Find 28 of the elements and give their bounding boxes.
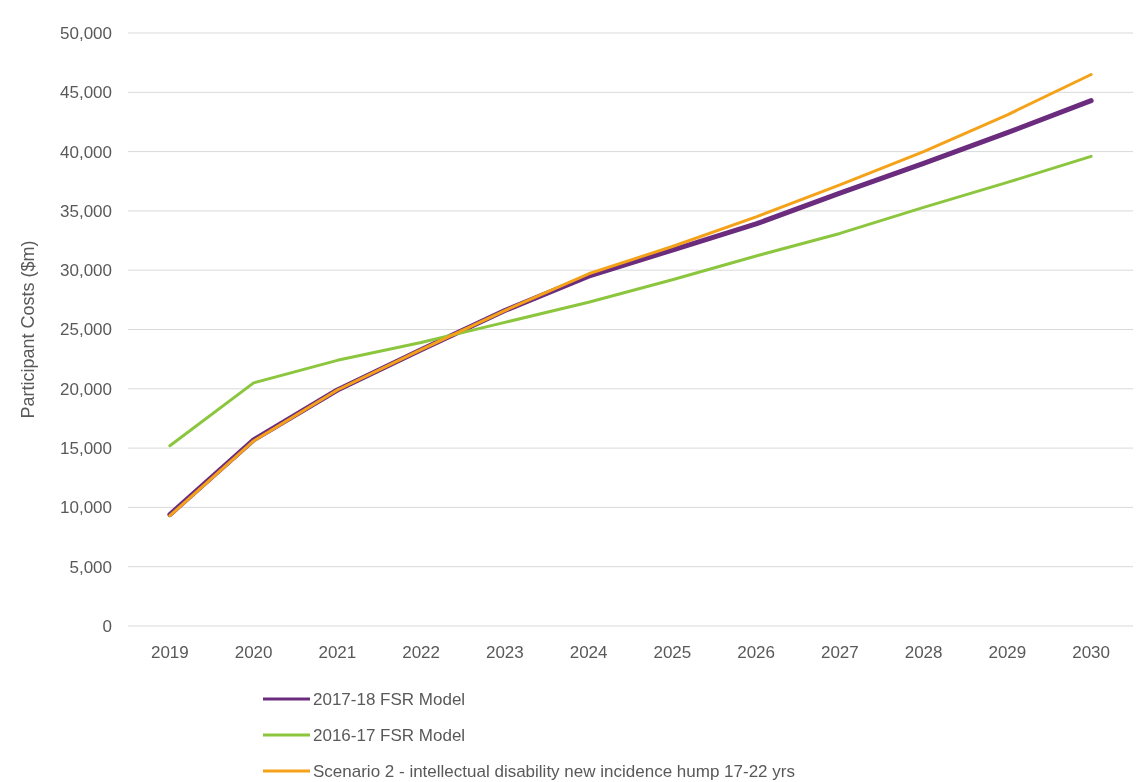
y-tick-label: 45,000 bbox=[60, 83, 112, 103]
x-tick-label: 2027 bbox=[820, 643, 859, 662]
x-tick-label: 2029 bbox=[988, 643, 1027, 662]
x-tick-label: 2030 bbox=[1072, 643, 1111, 662]
y-tick-label: 30,000 bbox=[60, 261, 112, 281]
x-tick-label: 2020 bbox=[234, 643, 273, 662]
legend-label: Scenario 2 - intellectual disability new incidence hump 17-22 yrs bbox=[313, 761, 795, 781]
line-series bbox=[168, 154, 1093, 448]
y-tick-label: 0 bbox=[102, 616, 112, 636]
x-tick-label: 2019 bbox=[150, 643, 189, 662]
legend-label: 2016-17 FSR Model bbox=[313, 725, 466, 745]
y-tick-label: 35,000 bbox=[60, 201, 112, 221]
y-axis-title: Participant Costs ($m) bbox=[18, 240, 38, 419]
y-tick-label: 15,000 bbox=[60, 439, 112, 459]
x-tick-label: 2023 bbox=[485, 643, 524, 662]
x-tick-label: 2022 bbox=[402, 643, 441, 662]
legend-label: 2017-18 FSR Model bbox=[313, 689, 466, 709]
y-tick-label: 50,000 bbox=[60, 23, 112, 43]
y-tick-label: 25,000 bbox=[60, 320, 112, 340]
x-tick-label: 2026 bbox=[737, 643, 776, 662]
x-tick-label: 2025 bbox=[653, 643, 692, 662]
y-tick-label: 5,000 bbox=[69, 557, 112, 577]
y-tick-label: 10,000 bbox=[60, 498, 112, 518]
y-tick-label: 20,000 bbox=[60, 379, 112, 399]
y-tick-label: 40,000 bbox=[60, 142, 112, 162]
x-tick-label: 2024 bbox=[569, 643, 608, 662]
x-tick-label: 2021 bbox=[318, 643, 357, 662]
x-tick-label: 2028 bbox=[904, 643, 943, 662]
